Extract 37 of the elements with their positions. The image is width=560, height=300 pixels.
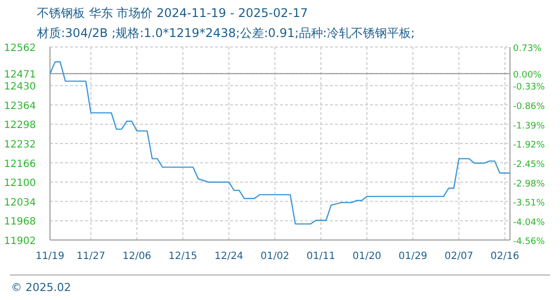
x-tick-label: 11/19 — [36, 251, 64, 262]
y2-tick-label: -4.04% — [513, 218, 546, 228]
y-tick-label: 12471 — [4, 70, 36, 81]
y-tick-label: 11902 — [4, 236, 36, 247]
y2-tick-label: -3.51% — [513, 198, 546, 209]
y2-tick-label: 0.00% — [513, 70, 542, 81]
y-tick-label: 12166 — [4, 158, 36, 170]
x-tick-label: 01/11 — [306, 251, 336, 262]
y-tick-label: 11968 — [4, 216, 36, 228]
y-tick-label: 12034 — [4, 197, 36, 208]
y-tick-label: 12298 — [4, 120, 36, 132]
y-tick-label: 12232 — [4, 140, 36, 150]
text: © 2025.02 — [11, 281, 71, 294]
chart-subtitle: 材质:304/2B ;规格:1.0*1219*2438;公差:0.91;品种:冷轧不锈钢平板; — [36, 26, 415, 40]
y-tick-label: 12100 — [4, 178, 36, 190]
y2-tick-label: -0.33% — [513, 82, 546, 93]
x-tick-label: 01/20 — [352, 251, 382, 262]
y2-tick-label: 0.73% — [513, 44, 542, 54]
x-tick-label: 11/27 — [76, 251, 106, 262]
x-tick-label: 12/24 — [214, 251, 244, 262]
line-series — [49, 61, 511, 225]
x-tick-label: 12/15 — [168, 251, 198, 262]
x-tick-label: 12/06 — [122, 251, 152, 262]
y2-tick-label: -2.98% — [513, 179, 546, 190]
y-tick-label: 12364 — [4, 100, 36, 112]
y-tick-label: 12562 — [4, 43, 36, 54]
y-tick-label: 12430 — [4, 82, 36, 93]
x-tick-label: 02/16 — [490, 251, 520, 262]
y2-tick-label: -2.45% — [513, 160, 546, 170]
x-tick-label: 01/29 — [398, 251, 428, 262]
y2-tick-label: -4.56% — [513, 237, 546, 247]
y2-tick-label: -1.39% — [513, 121, 546, 132]
y2-tick-label: -1.92% — [513, 140, 546, 151]
x-tick-label: 02/07 — [444, 251, 474, 262]
chart-title: 不锈钢板 华东 市场价 2024-11-19 - 2025-02-17 — [37, 6, 308, 20]
x-tick-label: 01/02 — [260, 251, 290, 262]
y2-tick-label: -0.86% — [513, 102, 546, 112]
